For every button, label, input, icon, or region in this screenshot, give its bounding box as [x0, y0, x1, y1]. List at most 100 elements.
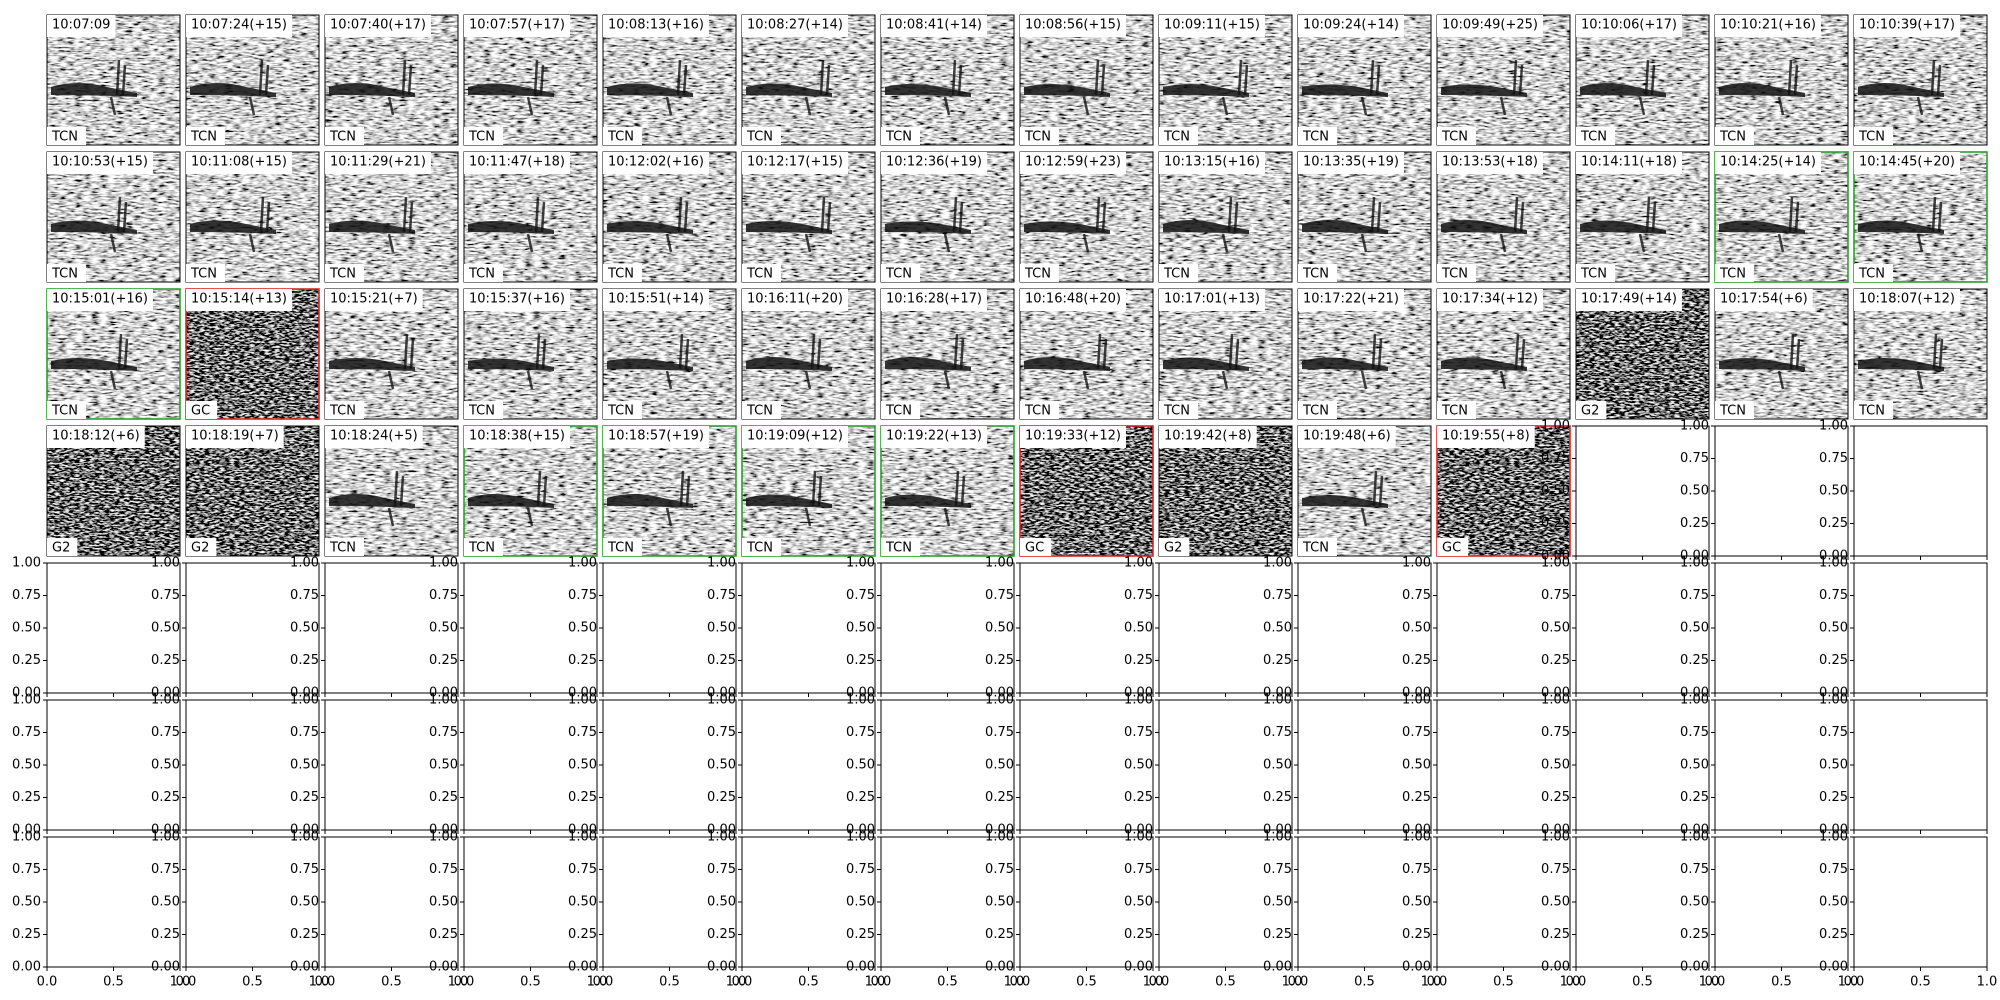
class-label: TCN	[1441, 404, 1468, 419]
class-label: G2	[1581, 404, 1599, 419]
spectrogram-panel: 10:09:11(+15) TCN	[1158, 14, 1293, 146]
empty-axes: 0.00 0.25 0.50 0.75 1.00	[1819, 693, 1988, 838]
time-label-bg	[464, 289, 570, 311]
y-tick-label: 0.00	[846, 686, 875, 701]
time-label-bg	[881, 15, 987, 37]
time-label-bg	[186, 426, 284, 448]
class-label-bg	[47, 127, 86, 145]
time-label: 10:18:19(+7)	[191, 429, 279, 444]
class-label: TCN	[607, 404, 634, 419]
spectrogram-panel: 10:19:09(+12) TCN	[741, 425, 876, 557]
class-label-bg	[603, 264, 642, 282]
y-tick-label: 0.00	[1819, 686, 1848, 701]
spectrogram-panel: 10:14:11(+18) TCN	[1575, 151, 1710, 283]
y-tick-label: 0.75	[1124, 725, 1153, 740]
y-tick-label: 0.50	[985, 895, 1014, 910]
call-harmonics	[1221, 333, 1240, 390]
time-label-bg	[325, 152, 431, 174]
empty-axes: 0.00 0.25 0.50 0.75 1.00 0.0 0.5 1.0	[1263, 830, 1441, 990]
y-tick-label: 0.00	[568, 823, 597, 838]
y-tick-label: 1.00	[1541, 419, 1570, 434]
axes-frame	[324, 836, 459, 968]
call-contour	[746, 494, 832, 508]
spectrogram-panel: 10:10:21(+16) TCN	[1714, 14, 1849, 146]
y-tick-label: 0.75	[568, 862, 597, 877]
y-tick-label: 0.25	[568, 653, 597, 668]
y-tick-label: 0.25	[1819, 790, 1848, 805]
time-label: 10:15:14(+13)	[191, 292, 287, 307]
y-tick-label: 0.50	[846, 758, 875, 773]
y-tick-label: 1.00	[1402, 693, 1431, 708]
time-label-bg	[1854, 289, 1960, 311]
axes-frame	[1853, 699, 1988, 831]
class-label-bg	[1159, 401, 1198, 419]
class-label: TCN	[1441, 267, 1468, 282]
time-label-bg	[186, 152, 292, 174]
class-label: TCN	[1163, 130, 1190, 145]
axes-frame	[46, 562, 181, 694]
y-tick-label: 0.50	[1819, 895, 1848, 910]
call-contour	[746, 221, 832, 234]
y-tick-label: 0.50	[1819, 758, 1848, 773]
y-tick-label: 0.75	[1819, 451, 1848, 466]
call-harmonics	[804, 470, 823, 527]
axes-frame	[880, 562, 1015, 694]
class-label-bg	[1159, 538, 1190, 556]
y-tick-label: 1.00	[1541, 693, 1570, 708]
time-label-bg	[464, 152, 570, 174]
call-contour	[1302, 220, 1388, 234]
spectrogram-panel: 10:08:13(+16) TCN	[602, 14, 737, 146]
y-tick-label: 1.00	[12, 830, 41, 845]
y-tick-label: 0.50	[1402, 758, 1431, 773]
call-harmonics	[1777, 196, 1800, 253]
y-tick-label: 1.00	[12, 556, 41, 571]
class-label-bg	[47, 538, 78, 556]
time-label: 10:12:36(+19)	[886, 155, 982, 170]
axes-frame	[1714, 699, 1849, 831]
y-tick-label: 0.75	[1680, 451, 1709, 466]
x-tick-label: 0.5	[1215, 975, 1236, 990]
time-label: 10:08:41(+14)	[886, 18, 982, 33]
y-tick-label: 0.25	[429, 653, 458, 668]
axes-frame	[741, 836, 876, 968]
y-tick-label: 0.25	[707, 927, 736, 942]
y-tick-label: 1.00	[1124, 693, 1153, 708]
class-label: TCN	[1302, 130, 1329, 145]
y-tick-label: 1.00	[1402, 556, 1431, 571]
y-tick-label: 0.00	[151, 960, 180, 975]
y-tick-label: 1.00	[985, 693, 1014, 708]
time-label-bg	[742, 426, 848, 448]
class-label: TCN	[190, 130, 217, 145]
call-harmonics	[248, 196, 271, 253]
time-label-bg	[1159, 15, 1265, 37]
class-label-bg	[1715, 264, 1754, 282]
time-label: 10:07:40(+17)	[330, 18, 426, 33]
call-contour	[190, 220, 276, 234]
call-contour	[885, 84, 971, 97]
time-label: 10:18:07(+12)	[1859, 292, 1955, 307]
y-tick-label: 0.75	[568, 588, 597, 603]
axes-frame	[1019, 562, 1154, 694]
spectrogram-panel: 10:08:41(+14) TCN	[880, 14, 1015, 146]
call-harmonics	[1499, 196, 1525, 253]
spectrogram-panel: 10:15:14(+13) GC	[185, 288, 320, 420]
class-label: TCN	[329, 267, 356, 282]
y-tick-label: 1.00	[707, 830, 736, 845]
class-label: GC	[1442, 541, 1461, 556]
y-tick-label: 0.25	[1680, 516, 1709, 531]
time-label-bg	[47, 152, 153, 174]
class-label-bg	[1576, 264, 1615, 282]
x-tick-label: 0.0	[1288, 975, 1309, 990]
class-label-bg	[742, 264, 781, 282]
empty-axes: 0.00 0.25 0.50 0.75 1.00	[1124, 693, 1293, 838]
x-tick-label: 0.0	[1705, 975, 1726, 990]
class-label: TCN	[885, 541, 912, 556]
time-label-bg	[47, 426, 145, 448]
y-tick-label: 0.25	[1402, 653, 1431, 668]
y-tick-label: 0.75	[1680, 588, 1709, 603]
time-label: 10:17:22(+21)	[1303, 292, 1399, 307]
y-tick-label: 0.50	[846, 621, 875, 636]
y-tick-label: 1.00	[1263, 693, 1292, 708]
y-tick-label: 0.25	[1263, 653, 1292, 668]
call-harmonics	[665, 470, 691, 527]
